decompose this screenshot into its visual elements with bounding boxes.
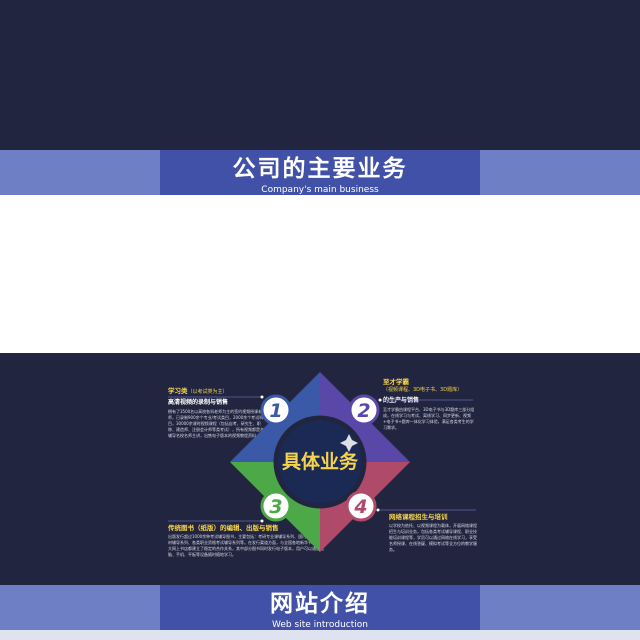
block-1-title: 学习类（以考试类为主）: [168, 387, 264, 396]
sparkle-icon: [340, 434, 358, 452]
number-badge-2: [348, 394, 380, 426]
number-1: 1: [269, 400, 282, 422]
block-1-body: 拥有了3500名以高校各科老师为主的签约视频授课老师，已录制900余个专业/考试…: [168, 409, 264, 438]
block-1-title-text: 学习类: [168, 387, 188, 395]
center-label: 具体业务: [282, 450, 359, 473]
business-block-3: 传统图书（纸版）的编辑、出版与销售 出版发行超过1000余种考试辅导图书，主要包…: [168, 524, 324, 558]
number-badge-3: [260, 490, 292, 522]
block-4-title: 网络课程招生与培训: [389, 513, 448, 521]
top-dark-background: [0, 0, 640, 150]
block-2-title: 至才学霸: [383, 378, 409, 386]
number-badge-1: [260, 394, 292, 426]
top-banner-title: 公司的主要业务: [232, 156, 408, 182]
block-2-title-note: （视频课程、3D电子书、3D题库）: [383, 387, 463, 393]
bottom-banner-title: 网站介绍: [270, 591, 370, 617]
number-3: 3: [269, 496, 282, 518]
block-2-body: 至才学霸由课程平台、3D电子书与3D题库三部分组成，在线学习与考试、离线学习、同…: [383, 407, 475, 430]
top-banner: 公司的主要业务 Company's main business: [160, 150, 480, 195]
block-1-title-note: （以考试类为主）: [187, 389, 228, 395]
business-block-1: 学习类（以考试类为主） 高清视频的录制与销售 拥有了3500名以高校各科老师为主…: [168, 387, 264, 439]
business-block-2: 至才学霸 （视频课程、3D电子书、3D题库） 的生产与销售 至才学霸由课程平台、…: [383, 378, 475, 431]
bottom-light-strip: [0, 630, 640, 640]
business-diagram: 具体业务 1 2 3 4: [230, 372, 410, 552]
blank-content-area: [0, 195, 640, 353]
number-2: 2: [357, 400, 370, 422]
center-circle: [273, 415, 367, 509]
business-block-4: 网络课程招生与培训 以学校为依托、以视频课程为载体，开展网络课程招生与培训业务，…: [389, 513, 479, 553]
block-3-body: 出版发行超过1000余种考试辅导图书，主要包括：考研专业课辅导系列、国内外经典教…: [168, 534, 324, 557]
block-2-subtitle: 的生产与销售: [383, 397, 420, 404]
bottom-banner: 网站介绍 Web site introduction: [160, 585, 480, 630]
number-4: 4: [353, 496, 367, 518]
number-badge-4: [345, 490, 377, 522]
block-4-body: 以学校为依托、以视频课程为载体，开展网络课程招生与培训业务，包括各类考试辅导课程…: [389, 523, 477, 552]
top-banner-subtitle: Company's main business: [261, 185, 379, 195]
block-1-subtitle: 高清视频的录制与销售: [168, 399, 229, 406]
block-3-title: 传统图书（纸版）的编辑、出版与销售: [168, 524, 279, 532]
bottom-banner-subtitle: Web site introduction: [272, 620, 368, 630]
